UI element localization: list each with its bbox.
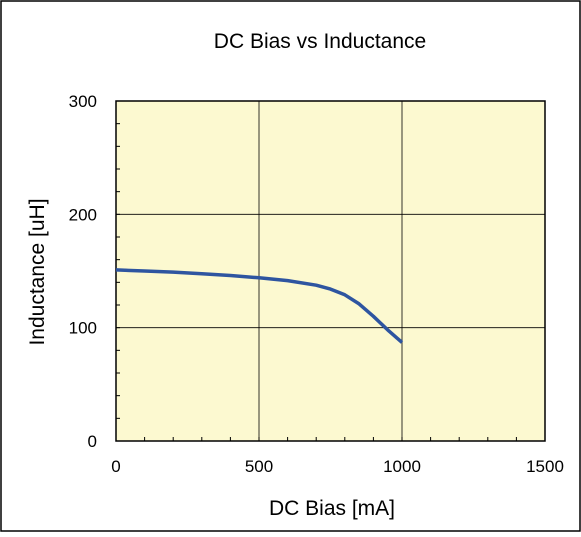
y-tick-label: 0 (88, 432, 97, 451)
y-tick-label: 300 (69, 92, 97, 111)
chart-title: DC Bias vs Inductance (214, 30, 426, 53)
series-line-0 (115, 268, 404, 344)
y-tick-labels: 0 100 200 300 (69, 92, 97, 451)
y-axis-label: Inductance [uH] (26, 198, 49, 345)
x-tick-label: 1500 (526, 457, 564, 476)
x-tick-label: 0 (111, 457, 120, 476)
plot-area (116, 101, 545, 441)
x-axis-label: DC Bias [mA] (269, 497, 395, 520)
y-tick-label: 100 (69, 319, 97, 338)
y-tick-label: 200 (69, 205, 97, 224)
x-tick-labels: 0 500 1000 1500 (111, 457, 564, 476)
x-tick-label: 500 (245, 457, 273, 476)
series-layer (115, 268, 404, 344)
x-tick-label: 1000 (383, 457, 421, 476)
grid-lines (116, 101, 545, 441)
